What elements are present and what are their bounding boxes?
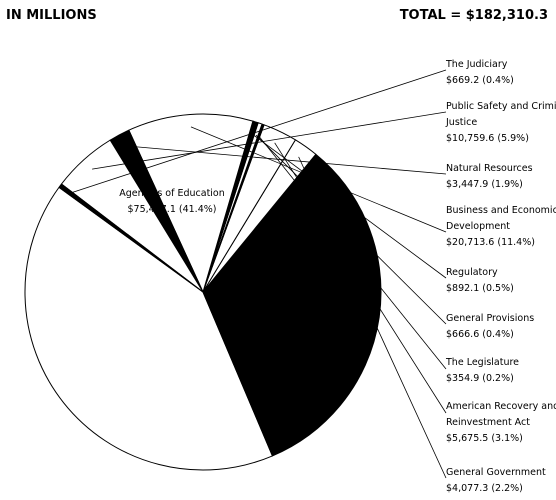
leader-line (125, 145, 447, 175)
slice-label: Regulatory $892.1 (0.5%) (446, 267, 514, 294)
leader-line (70, 69, 447, 194)
slice-label: Agencies of Education $75,437.1 (41.4%) (119, 188, 225, 215)
leader-line (258, 135, 447, 370)
slice-label: General Provisions $666.6 (0.4%) (446, 313, 534, 340)
slice-label: The Legislature $354.9 (0.2%) (445, 357, 519, 384)
slice-label: General Government $4,077.3 (2.2%) (446, 467, 546, 494)
chart-header: IN MILLIONS TOTAL = $182,310.3 (0, 8, 556, 28)
leader-line (92, 111, 447, 170)
pie-slice-the-judiciary (58, 183, 204, 293)
leader-line (274, 142, 447, 414)
pie-slice-health-and-human-services (202, 153, 382, 457)
slice-label: The Judiciary $669.2 (0.4%) (445, 59, 514, 86)
pie-slice-agencies-of-education (24, 186, 273, 471)
slice-label: Business and Economic Development $20,713.… (446, 205, 556, 248)
slice-label: Natural Resources $3,447.9 (1.9%) (446, 163, 533, 190)
total-label: TOTAL = $182,310.3 (399, 8, 548, 23)
slice-label: Health and Human Services $59,616.6 (32.7… (106, 377, 238, 404)
leader-line (190, 126, 447, 233)
slice-label: American Recovery and Reinvestment Act $5,… (446, 401, 556, 444)
leader-line (251, 133, 447, 279)
slice-label: Public Safety and CriminalJustice$10,759… (445, 101, 556, 144)
leader-line (298, 156, 447, 479)
units-label: IN MILLIONS (6, 8, 97, 23)
